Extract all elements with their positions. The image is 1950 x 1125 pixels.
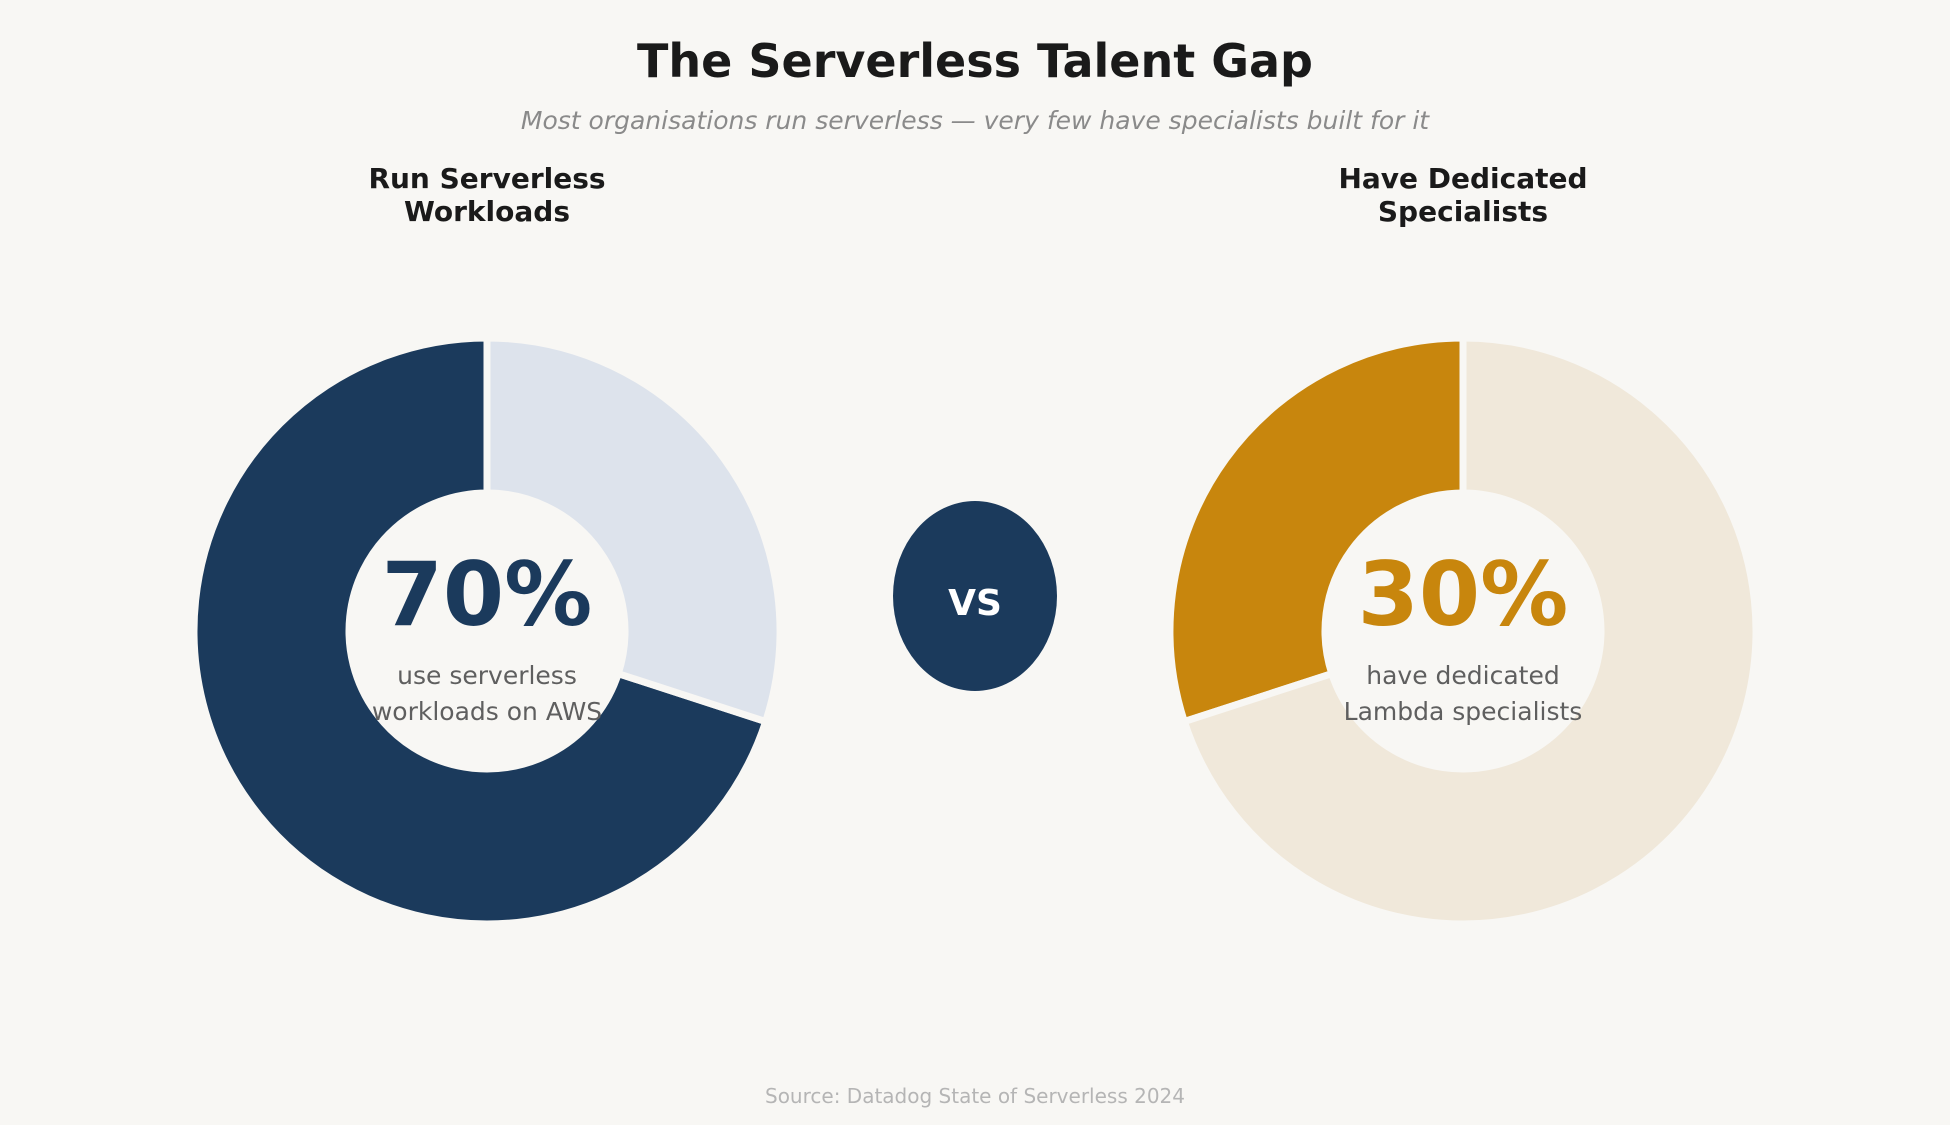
left-donut-slice-remainder xyxy=(483,334,784,726)
left-center-caption-line-1: use serverless xyxy=(397,661,577,690)
left-center-value: 70% xyxy=(382,543,593,646)
right-chart-heading-line-2: Specialists xyxy=(1377,195,1549,228)
left-donut-slice-highlight xyxy=(190,334,771,928)
page-subtitle: Most organisations run serverless — very… xyxy=(520,106,1430,135)
left-center-caption-line-2: workloads on AWS xyxy=(372,697,602,726)
left-chart-heading-line-2: Workloads xyxy=(404,195,570,228)
right-donut-slice-remainder xyxy=(1179,334,1760,928)
right-chart-heading-line-1: Have Dedicated xyxy=(1338,162,1588,195)
right-donut-chart xyxy=(1166,334,1760,928)
right-chart-heading: Have Dedicated Specialists xyxy=(1253,162,1673,228)
source-note: Source: Datadog State of Serverless 2024 xyxy=(765,1084,1185,1108)
right-center-caption-line-1: have dedicated xyxy=(1366,661,1559,690)
right-center-caption-line-2: Lambda specialists xyxy=(1344,697,1583,726)
right-center-value: 30% xyxy=(1358,543,1569,646)
left-donut-chart xyxy=(190,334,784,928)
vs-badge xyxy=(893,501,1057,691)
right-donut-slice-highlight xyxy=(1166,334,1467,726)
page-title: The Serverless Talent Gap xyxy=(637,34,1313,88)
left-chart-heading: Run Serverless Workloads xyxy=(277,162,697,228)
left-chart-heading-line-1: Run Serverless xyxy=(368,162,606,195)
vs-label: VS xyxy=(948,583,1002,624)
